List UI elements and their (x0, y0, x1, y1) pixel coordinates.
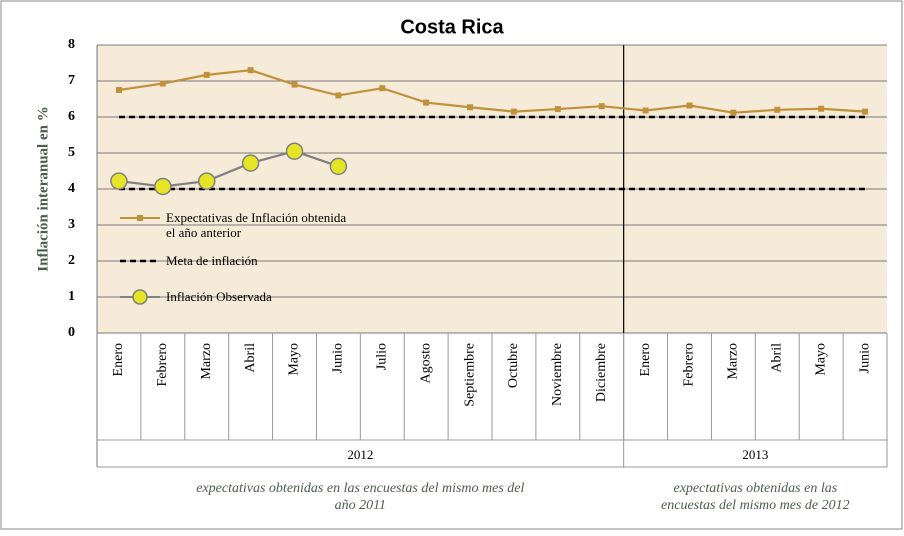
legend-label-text: Meta de inflación (166, 253, 258, 268)
x-tick-label: Marzo (726, 343, 741, 380)
y-tick-label: 6 (68, 109, 75, 124)
x-tick-label: Julio (374, 343, 389, 370)
point (247, 67, 254, 74)
x-tick-label: Febrero (155, 343, 170, 387)
x-tick-label: Septiembre (462, 343, 477, 407)
y-axis-title: Inflación interanual en % (35, 106, 51, 271)
legend-label-text: Expectativas de Inflación obtenida el añ… (166, 210, 347, 240)
x-tick-label: Abril (243, 343, 258, 373)
point (774, 106, 781, 113)
group-note-text: expectativas obtenidas en las encuestas … (661, 481, 850, 513)
point (159, 80, 166, 87)
point (241, 154, 260, 172)
point (423, 99, 430, 106)
legend-label: Expectativas de Inflación obtenida el añ… (166, 210, 347, 240)
group-note: expectativas obtenidas en las encuestas … (661, 481, 850, 513)
x-tick-label: Diciembre (594, 343, 609, 402)
point (335, 92, 342, 99)
point (554, 106, 561, 113)
y-tick-label: 5 (68, 145, 75, 160)
x-tick-label: Junio (331, 343, 346, 373)
legend-label: Inflación Observada (166, 289, 272, 304)
series-line (118, 69, 866, 114)
point (110, 172, 128, 190)
legend-marker (137, 215, 143, 221)
x-tick-label: Mayo (287, 343, 302, 376)
chart-title: Costa Rica (400, 16, 504, 38)
x-tick-label: Agosto (418, 343, 433, 383)
y-tick-label: 2 (68, 253, 75, 268)
point (686, 102, 693, 109)
x-tick-label: Junio (857, 343, 872, 373)
point (818, 105, 825, 112)
y-tick-label: 4 (68, 181, 75, 196)
point (154, 177, 172, 196)
x-tick-label: Enero (638, 343, 653, 376)
legend-marker (132, 289, 148, 305)
group-note: expectativas obtenidas en las encuestas … (196, 481, 525, 513)
point (291, 81, 298, 88)
point (197, 172, 216, 190)
x-tick-label: Marzo (199, 343, 214, 380)
x-tick-label: Octubre (506, 343, 521, 388)
point (510, 108, 517, 115)
point (730, 109, 737, 116)
point (203, 71, 210, 78)
point (379, 85, 386, 92)
point (642, 107, 649, 114)
point (285, 142, 304, 160)
x-tick-label: Mayo (813, 343, 828, 376)
x-tick-label: Enero (111, 343, 126, 376)
y-tick-label: 1 (68, 289, 75, 304)
y-tick-label: 7 (68, 73, 75, 88)
legend-label-text: Inflación Observada (166, 289, 272, 304)
point (862, 108, 869, 115)
y-tick-label: 8 (68, 37, 75, 52)
y-tick-label: 3 (68, 217, 75, 232)
point (598, 103, 605, 110)
x-tick-label: Febrero (682, 343, 697, 387)
y-tick-label: 0 (68, 325, 75, 340)
group-label: 2013 (742, 447, 768, 462)
group-note-text: expectativas obtenidas en las encuestas … (196, 481, 525, 513)
x-tick-label: Abril (769, 343, 784, 373)
point (329, 157, 348, 176)
x-tick-label: Noviembre (550, 343, 565, 406)
point (115, 87, 122, 93)
legend-label: Meta de inflación (166, 253, 258, 268)
group-label: 2012 (347, 447, 373, 462)
point (467, 104, 474, 111)
